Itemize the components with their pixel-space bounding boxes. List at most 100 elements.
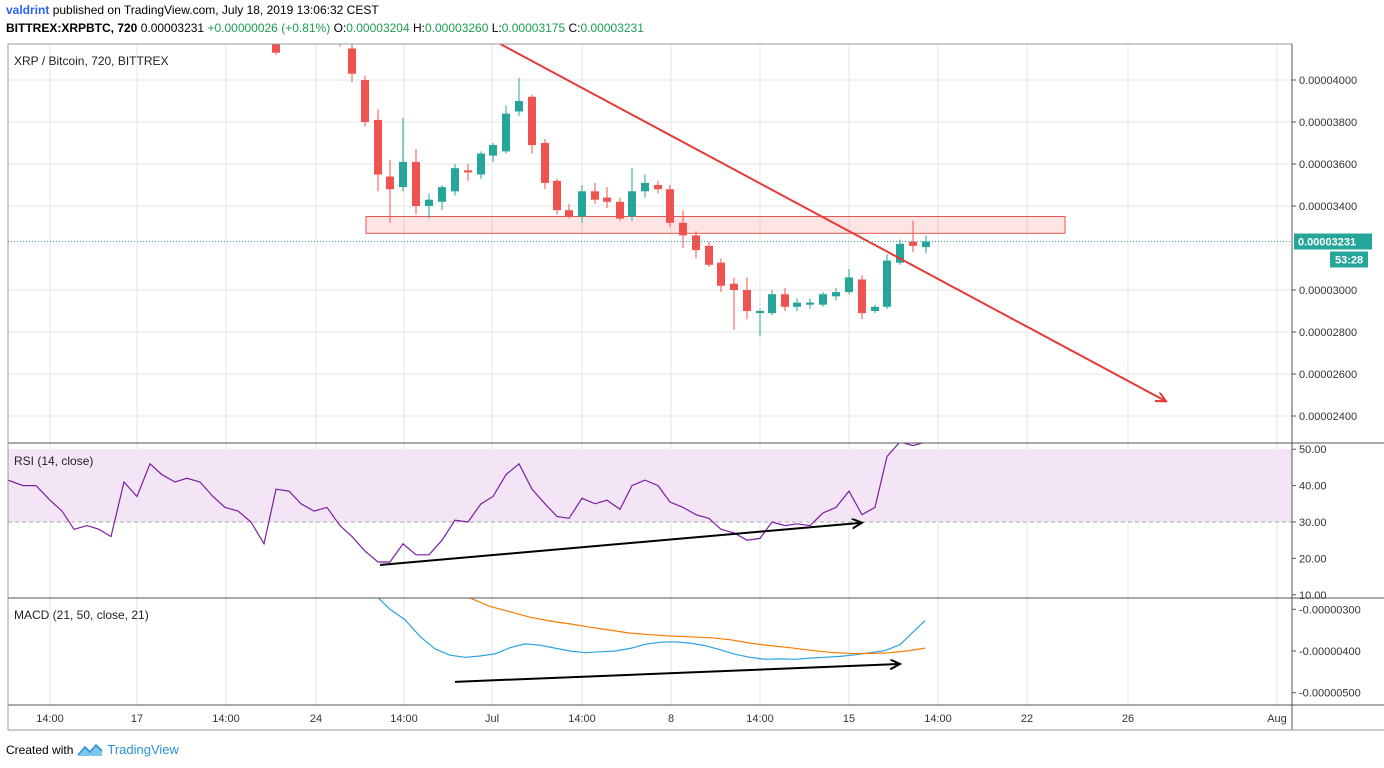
- current-price-box: [1294, 233, 1372, 250]
- price-change: +0.00000026 (+0.81%): [207, 21, 331, 35]
- candle-body: [438, 187, 446, 202]
- author-name[interactable]: valdrint: [6, 3, 50, 17]
- price-tick-label: 0.00002400: [1299, 411, 1357, 423]
- candle-body: [705, 245, 713, 265]
- macd-label: MACD (21, 50, close, 21): [14, 608, 149, 622]
- candle-body: [464, 170, 472, 173]
- rsi-tick-label: 10.00: [1299, 590, 1327, 602]
- x-tick-label: 17: [131, 713, 143, 725]
- macd-tick-label: -0.00000300: [1299, 604, 1361, 616]
- candle-body: [666, 189, 674, 223]
- candle-body: [266, 30, 274, 31]
- tradingview-logo-icon: [77, 743, 103, 756]
- macd-signal-line: [468, 598, 926, 655]
- current-price-label: 0.00003231: [1298, 236, 1356, 248]
- last-price: 0.00003231: [140, 21, 205, 35]
- candle-body: [806, 302, 814, 305]
- open-label: O:: [333, 21, 347, 35]
- x-tick-label: Jul: [485, 713, 499, 725]
- candle-body: [692, 235, 700, 251]
- high-label: H:: [412, 21, 425, 35]
- price-tick-label: 0.00003600: [1299, 159, 1357, 171]
- candle-body: [374, 119, 382, 175]
- candle-body: [528, 96, 536, 146]
- rsi-band-fill: [8, 449, 1292, 522]
- price-tick-label: 0.00003400: [1299, 201, 1357, 213]
- candle-body: [909, 241, 917, 246]
- candle-body: [603, 197, 611, 202]
- candle-body: [565, 210, 573, 217]
- candle-body: [336, 44, 344, 45]
- price-tick-label: 0.00002600: [1299, 369, 1357, 381]
- candle-body: [768, 294, 776, 314]
- x-tick-label: 14:00: [746, 713, 774, 725]
- x-tick-label: 24: [310, 713, 322, 725]
- macd-line: [377, 598, 926, 660]
- candle-body: [348, 48, 356, 74]
- x-tick-label: 14:00: [390, 713, 418, 725]
- candle-body: [451, 168, 459, 192]
- price-tick-label: 0.00003800: [1299, 117, 1357, 129]
- candle-body: [858, 279, 866, 314]
- candle-body: [412, 161, 420, 206]
- candle-body: [272, 44, 280, 53]
- candle-body: [541, 143, 549, 183]
- publish-header: valdrint published on TradingView.com, J…: [6, 3, 379, 17]
- candle-body: [883, 260, 891, 307]
- chart-title: XRP / Bitcoin, 720, BITTREX: [14, 54, 169, 68]
- downtrend-line: [498, 44, 1166, 401]
- x-tick-label: 14:00: [212, 713, 240, 725]
- rsi-tick-label: 50.00: [1299, 444, 1327, 456]
- ohlc-header: BITTREX:XRPBTC, 720 0.00003231 +0.000000…: [6, 21, 644, 35]
- created-with-text: Created with: [6, 742, 74, 757]
- candle-body: [489, 145, 497, 156]
- symbol-label: BITTREX:XRPBTC, 720: [6, 21, 138, 35]
- x-tick-label: 14:00: [36, 713, 64, 725]
- rsi-divergence-arrow: [379, 523, 862, 566]
- price-tick-label: 0.00003000: [1299, 285, 1357, 297]
- candle-body: [477, 153, 485, 175]
- candle-body: [679, 222, 687, 236]
- x-tick-label: Aug: [1267, 713, 1287, 725]
- candle-body: [756, 311, 764, 314]
- candle-body: [730, 283, 738, 290]
- candle-body: [386, 176, 394, 190]
- candle-body: [502, 113, 510, 152]
- footer: Created with TradingView: [6, 742, 179, 757]
- candle-body: [591, 191, 599, 200]
- countdown-box: [1330, 251, 1368, 268]
- candle-body: [793, 302, 801, 307]
- x-tick-label: 26: [1122, 713, 1134, 725]
- close-value: 0.00003231: [580, 21, 644, 35]
- x-tick-label: 15: [843, 713, 855, 725]
- candle-body: [845, 277, 853, 293]
- low-label: L:: [491, 21, 502, 35]
- candle-body: [399, 161, 407, 188]
- candle-body: [361, 80, 369, 122]
- macd-divergence-arrow: [454, 664, 900, 683]
- candle-body: [832, 292, 840, 297]
- candle-body: [781, 294, 789, 307]
- macd-tick-label: -0.00000500: [1299, 688, 1361, 700]
- rsi-line: [8, 443, 925, 563]
- resistance-zone: [365, 216, 1066, 234]
- candle-body: [922, 241, 930, 248]
- candle-body: [819, 294, 827, 305]
- candles-group: [266, 30, 930, 337]
- candle-body: [871, 306, 879, 311]
- tradingview-brand[interactable]: TradingView: [107, 742, 179, 757]
- candle-body: [896, 243, 904, 263]
- candle-body: [641, 182, 649, 192]
- rsi-tick-label: 30.00: [1299, 517, 1327, 529]
- candle-body: [553, 180, 561, 211]
- rsi-tick-label: 20.00: [1299, 553, 1327, 565]
- candle-body: [654, 185, 662, 190]
- x-tick-label: 14:00: [924, 713, 952, 725]
- price-tick-label: 0.00002800: [1299, 327, 1357, 339]
- low-value: 0.00003175: [501, 21, 566, 35]
- high-value: 0.00003260: [424, 21, 489, 35]
- candle-body: [717, 262, 725, 286]
- candle-body: [743, 290, 751, 311]
- candle-body: [515, 101, 523, 112]
